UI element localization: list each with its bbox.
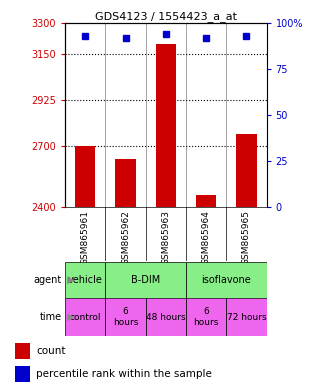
Text: GSM865964: GSM865964 bbox=[202, 210, 211, 265]
Text: GSM865961: GSM865961 bbox=[81, 210, 90, 265]
Text: time: time bbox=[40, 312, 62, 322]
Bar bbox=[105, 298, 146, 336]
Text: agent: agent bbox=[34, 275, 62, 285]
Bar bbox=[186, 262, 267, 298]
Bar bbox=[75, 146, 95, 207]
Text: 6
hours: 6 hours bbox=[113, 308, 138, 327]
Text: count: count bbox=[36, 346, 65, 356]
Bar bbox=[116, 159, 136, 207]
Text: 6
hours: 6 hours bbox=[193, 308, 219, 327]
Bar bbox=[65, 262, 105, 298]
Bar bbox=[186, 298, 226, 336]
Text: percentile rank within the sample: percentile rank within the sample bbox=[36, 369, 212, 379]
Text: ▶: ▶ bbox=[64, 312, 74, 322]
Text: vehicle: vehicle bbox=[68, 275, 103, 285]
Text: isoflavone: isoflavone bbox=[202, 275, 251, 285]
Bar bbox=[15, 366, 30, 382]
Bar bbox=[156, 43, 176, 207]
Bar bbox=[15, 343, 30, 359]
Text: ▶: ▶ bbox=[64, 275, 74, 285]
Text: GSM865962: GSM865962 bbox=[121, 210, 130, 265]
Bar bbox=[146, 298, 186, 336]
Text: 48 hours: 48 hours bbox=[146, 313, 186, 322]
Bar bbox=[105, 262, 186, 298]
Title: GDS4123 / 1554423_a_at: GDS4123 / 1554423_a_at bbox=[95, 11, 237, 22]
Bar bbox=[196, 195, 216, 207]
Bar bbox=[65, 298, 105, 336]
Text: 72 hours: 72 hours bbox=[227, 313, 266, 322]
Text: B-DIM: B-DIM bbox=[131, 275, 160, 285]
Text: GSM865965: GSM865965 bbox=[242, 210, 251, 265]
Bar bbox=[237, 134, 257, 207]
Text: GSM865963: GSM865963 bbox=[161, 210, 171, 265]
Bar bbox=[226, 298, 267, 336]
Text: control: control bbox=[69, 313, 101, 322]
